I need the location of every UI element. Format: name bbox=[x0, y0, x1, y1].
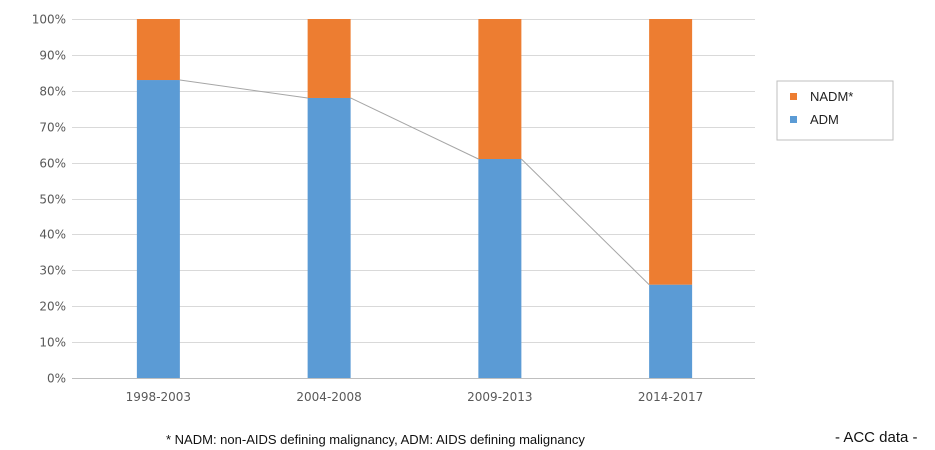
y-tick-label: 100% bbox=[32, 13, 66, 27]
bar-nadm-2004-2008 bbox=[307, 19, 351, 98]
bar-adm-2014-2017 bbox=[649, 284, 693, 378]
legend-swatch-nadm bbox=[790, 93, 797, 100]
connector-line bbox=[350, 97, 479, 160]
legend-label-nadm: NADM* bbox=[810, 89, 853, 104]
y-axis: 0% 10% 20% 30% 40% 50% 60% 70% 80% 90% 100% bbox=[32, 13, 66, 386]
y-tick-label: 0% bbox=[47, 372, 66, 386]
x-tick-label: 1998-2003 bbox=[126, 390, 191, 404]
y-tick-label: 30% bbox=[39, 264, 66, 278]
gridlines bbox=[72, 19, 755, 379]
y-tick-label: 60% bbox=[39, 157, 66, 171]
connector-line bbox=[179, 79, 308, 99]
legend: NADM* ADM bbox=[776, 80, 894, 141]
bar-adm-1998-2003 bbox=[136, 80, 180, 378]
y-tick-label: 40% bbox=[39, 228, 66, 242]
adm-connector-lines bbox=[179, 79, 650, 286]
y-tick-label: 70% bbox=[39, 121, 66, 135]
legend-swatch-adm bbox=[790, 116, 797, 123]
legend-border bbox=[776, 80, 894, 141]
bar-nadm-1998-2003 bbox=[136, 19, 180, 81]
x-tick-label: 2014-2017 bbox=[638, 390, 703, 404]
bar-nadm-2009-2013 bbox=[478, 19, 522, 160]
y-tick-label: 80% bbox=[39, 85, 66, 99]
y-tick-label: 10% bbox=[39, 336, 66, 350]
x-axis: 1998-2003 2004-2008 2009-2013 2014-2017 bbox=[126, 390, 704, 404]
y-tick-label: 20% bbox=[39, 300, 66, 314]
y-tick-label: 50% bbox=[39, 193, 66, 207]
x-tick-label: 2004-2008 bbox=[296, 390, 361, 404]
bar-adm-2009-2013 bbox=[478, 159, 522, 378]
footnote: * NADM: non-AIDS defining malignancy, AD… bbox=[166, 432, 585, 447]
bars bbox=[136, 19, 693, 378]
legend-label-adm: ADM bbox=[810, 112, 839, 127]
connector-line bbox=[521, 158, 650, 286]
bar-adm-2004-2008 bbox=[307, 97, 351, 378]
bar-nadm-2014-2017 bbox=[649, 19, 693, 285]
x-tick-label: 2009-2013 bbox=[467, 390, 532, 404]
source-note: - ACC data - bbox=[835, 429, 918, 446]
y-tick-label: 90% bbox=[39, 49, 66, 63]
